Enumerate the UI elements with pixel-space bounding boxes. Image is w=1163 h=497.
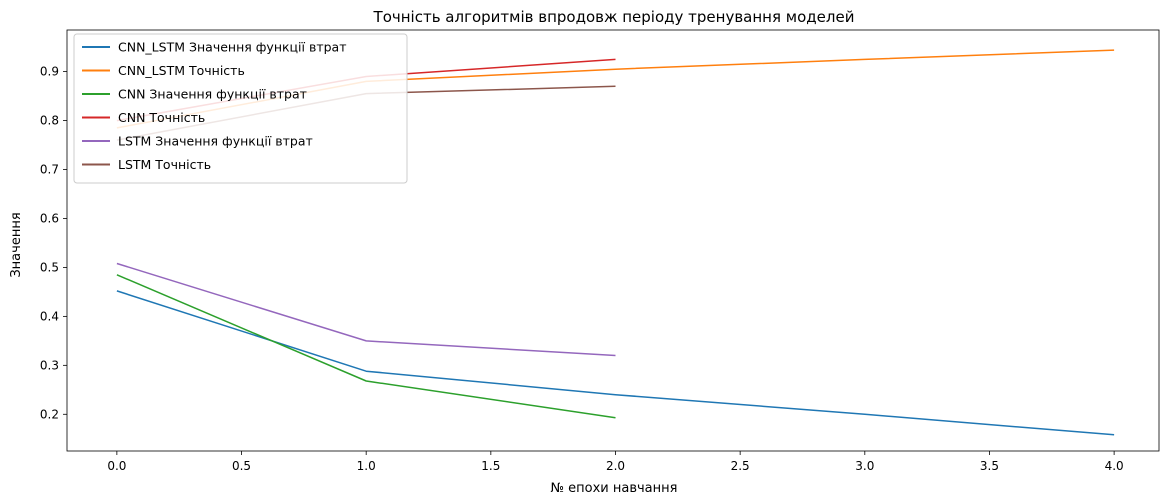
y-tick-label: 0.9 bbox=[40, 65, 59, 79]
series-line-1 bbox=[116, 290, 1115, 436]
x-tick-label: 1.5 bbox=[481, 459, 500, 473]
legend-label: CNN Значення функції втрат bbox=[118, 87, 307, 102]
y-tick-label: 0.5 bbox=[40, 260, 59, 274]
y-axis-label: Значення bbox=[9, 212, 24, 277]
x-tick-label: 3.0 bbox=[855, 459, 874, 473]
series-line-3 bbox=[116, 274, 616, 419]
y-tick-label: 0.2 bbox=[40, 407, 59, 421]
y-tick-label: 0.8 bbox=[40, 114, 59, 128]
y-tick-label: 0.4 bbox=[40, 309, 59, 323]
legend-label: CNN Точність bbox=[118, 110, 205, 125]
legend-label: CNN_LSTM Значення функції втрат bbox=[118, 40, 347, 55]
y-tick-label: 0.7 bbox=[40, 163, 59, 177]
y-tick-label: 0.3 bbox=[40, 358, 59, 372]
x-tick-label: 0.0 bbox=[107, 459, 126, 473]
chart-title: Точність алгоритмів впродовж періоду тре… bbox=[373, 8, 855, 26]
plot-frame bbox=[66, 29, 1160, 452]
series-line-5 bbox=[116, 262, 616, 357]
y-tick-label: 0.6 bbox=[40, 211, 59, 225]
x-tick-label: 2.0 bbox=[606, 459, 625, 473]
x-axis-label: № епохи навчання bbox=[551, 481, 678, 496]
legend-frame bbox=[73, 33, 408, 184]
plot-area: 0.0 0.5 1.0 1.5 2.0 2.5 3.0 3.5 4.0 0.2 0.3 0.4 0.5 0… bbox=[40, 29, 1160, 473]
x-tick-label: 1.0 bbox=[357, 459, 376, 473]
legend-label: LSTM Точність bbox=[118, 157, 211, 172]
legend-label: CNN_LSTM Точність bbox=[118, 63, 245, 78]
x-tick-label: 2.5 bbox=[731, 459, 750, 473]
legend-label: LSTM Значення функції втрат bbox=[118, 134, 313, 149]
x-tick-label: 0.5 bbox=[232, 459, 251, 473]
legend: CNN_LSTM Значення функції втрат CNN_LSTM … bbox=[73, 33, 408, 184]
x-tick-label: 4.0 bbox=[1105, 459, 1124, 473]
x-tick-label: 3.5 bbox=[980, 459, 999, 473]
